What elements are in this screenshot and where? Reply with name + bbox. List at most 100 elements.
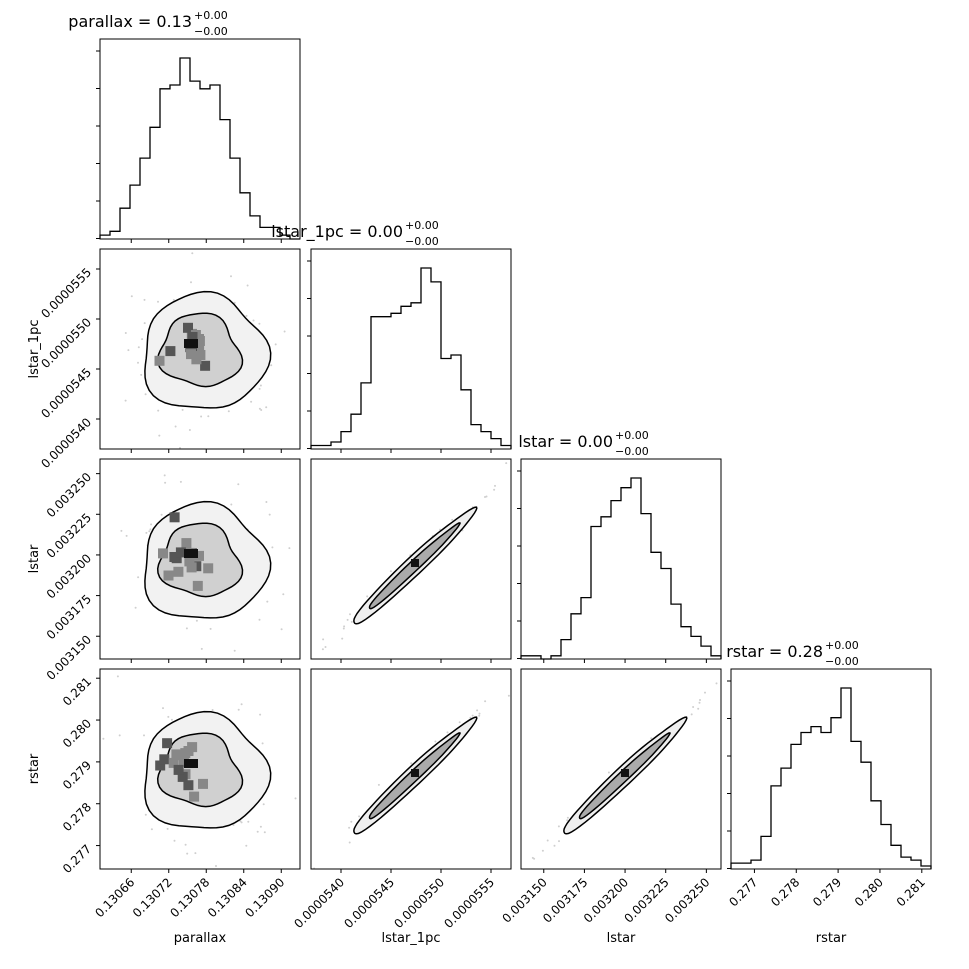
sample-point <box>166 827 169 830</box>
sample-point <box>342 627 345 630</box>
sample-point <box>163 474 166 477</box>
sample-point <box>485 495 488 498</box>
density-cell <box>186 562 197 573</box>
sample-point <box>195 619 198 622</box>
sample-point <box>518 677 520 679</box>
sample-point <box>230 503 233 506</box>
hist-title-upper-rstar: +0.00 <box>825 639 859 652</box>
density-cell <box>173 750 184 761</box>
sample-point <box>157 300 159 303</box>
sample-point <box>434 740 437 743</box>
hist-frame-parallax <box>99 38 301 240</box>
histogram-rstar <box>730 687 932 869</box>
density-cell <box>162 738 173 749</box>
sample-point <box>167 715 170 718</box>
sample-point <box>215 865 217 867</box>
hist-frame-rstar <box>730 668 932 870</box>
sample-point <box>265 406 268 409</box>
xtick-label-rstar: 0.280 <box>852 875 886 909</box>
sample-point <box>240 703 243 706</box>
sample-point <box>348 826 351 829</box>
sample-point <box>697 707 700 710</box>
sample-point <box>698 701 701 704</box>
sample-point <box>230 275 232 278</box>
sample-point <box>263 831 266 834</box>
density-cell <box>186 349 196 360</box>
sample-point <box>377 783 380 786</box>
panel-parallax-vs-rstar <box>95 668 301 870</box>
sample-point <box>158 434 161 437</box>
sample-point <box>294 797 297 800</box>
sample-point <box>170 718 173 721</box>
sample-point <box>160 513 163 516</box>
sample-point <box>324 646 327 648</box>
sample-point <box>494 484 496 487</box>
ylabel-rstar: rstar <box>27 753 42 784</box>
sample-point <box>200 415 203 418</box>
density-cell <box>183 780 194 791</box>
xlabel-lstar_1pc: lstar_1pc <box>382 931 441 946</box>
density-cell <box>191 354 202 365</box>
sample-point <box>164 481 167 484</box>
density-peak <box>621 769 629 777</box>
density-cell <box>198 778 208 789</box>
sample-point <box>130 295 133 298</box>
panel-parallax-vs-lstar_1pc <box>99 248 301 450</box>
sample-point <box>259 825 262 828</box>
sample-point <box>322 638 325 641</box>
density-cell <box>158 548 168 559</box>
sample-point <box>446 731 449 734</box>
density-cell <box>200 360 211 371</box>
sample-point <box>245 314 248 317</box>
density-cell <box>194 336 205 346</box>
sample-point <box>246 284 249 287</box>
sample-point <box>124 399 127 402</box>
sample-point <box>451 518 454 521</box>
panel-lstar-vs-rstar <box>520 668 722 870</box>
sample-point <box>715 682 718 685</box>
sample-point <box>280 628 283 631</box>
xtick-label-parallax: 0.13090 <box>242 875 287 920</box>
sample-point <box>185 627 188 630</box>
sample-point <box>260 409 263 411</box>
sample-point <box>690 713 693 716</box>
panel-lstar_1pc-vs-rstar <box>310 668 520 870</box>
sample-point <box>259 384 262 387</box>
density-cell <box>189 791 200 802</box>
density-cell <box>169 512 180 523</box>
sample-point <box>266 600 269 603</box>
sample-point <box>478 714 481 717</box>
sample-point <box>258 407 261 410</box>
hist-frame-lstar <box>520 458 722 660</box>
xtick-label-rstar: 0.281 <box>894 875 928 909</box>
sample-point <box>282 593 285 596</box>
hist-title-upper-lstar_1pc: +0.00 <box>405 219 439 232</box>
hist-title-parallax: parallax = 0.13 <box>68 12 192 31</box>
sample-point <box>607 771 610 774</box>
sample-point <box>149 528 152 531</box>
sample-point <box>283 330 286 333</box>
xlabel-rstar: rstar <box>816 931 847 946</box>
sample-point <box>200 647 203 650</box>
sample-point <box>259 713 262 716</box>
ytick-label-rstar: 0.277 <box>60 842 94 876</box>
density-cell <box>173 764 184 775</box>
density-cell <box>187 332 198 342</box>
density-cell <box>192 580 203 591</box>
xtick-label-parallax: 0.13078 <box>167 875 212 920</box>
sample-point <box>232 824 235 826</box>
sample-point <box>553 844 556 847</box>
panel-frame <box>99 248 301 450</box>
sample-point <box>237 708 240 711</box>
hist-title-lstar_1pc: lstar_1pc = 0.00 <box>271 222 403 242</box>
sample-point <box>350 820 353 823</box>
xtick-label-lstar_1pc: 0.0000550 <box>391 875 447 931</box>
sample-point <box>476 709 479 712</box>
sample-point <box>95 811 97 813</box>
sample-point <box>307 486 309 488</box>
density-cell <box>168 757 179 768</box>
panel-frame <box>310 458 512 660</box>
density-peak <box>184 549 198 558</box>
sample-point <box>343 625 346 628</box>
sample-point <box>157 409 160 412</box>
